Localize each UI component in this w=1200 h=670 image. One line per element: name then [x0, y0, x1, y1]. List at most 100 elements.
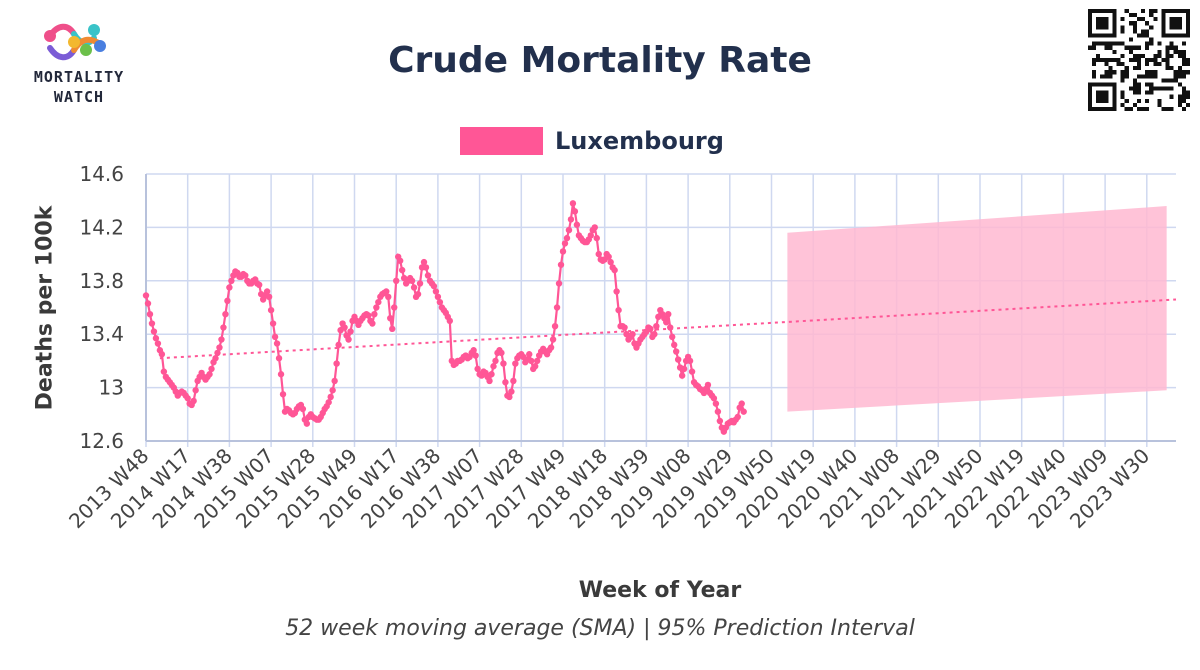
data-point [410, 284, 418, 291]
qr-cell [1088, 9, 1093, 14]
qr-cell [1185, 33, 1190, 38]
qr-cell [1132, 57, 1137, 63]
data-point [279, 391, 287, 398]
data-point [667, 324, 674, 331]
qr-cell [1112, 49, 1117, 54]
qr-cell [1128, 37, 1133, 42]
qr-cell [1145, 82, 1150, 87]
qr-cell [1132, 102, 1137, 107]
qr-cell [1096, 9, 1101, 14]
trend-line [159, 298, 1177, 360]
qr-cell [1181, 90, 1186, 95]
qr-cell [1136, 74, 1142, 79]
qr-cell [1096, 33, 1101, 38]
qr-cell [1096, 57, 1101, 63]
qr-cell [1116, 41, 1121, 46]
qr-cell [1181, 53, 1186, 58]
qr-cell [1112, 57, 1117, 63]
data-point [506, 393, 513, 401]
qr-cell [1149, 13, 1154, 18]
qr-cell [1185, 21, 1190, 26]
data-point [420, 258, 428, 266]
data-point [557, 261, 565, 268]
qr-cell [1132, 45, 1137, 50]
qr-cell [1100, 98, 1105, 103]
qr-cell [1169, 41, 1174, 46]
qr-cell [1100, 74, 1105, 79]
qr-cell [1136, 66, 1142, 71]
qr-cell [1128, 49, 1133, 54]
qr-cell [1104, 82, 1109, 87]
data-point [416, 280, 424, 287]
data-point [299, 405, 307, 413]
qr-cell [1185, 9, 1190, 14]
data-point [269, 320, 277, 327]
qr-cell [1185, 57, 1190, 63]
qr-cell [1145, 90, 1150, 95]
qr-cell [1169, 9, 1174, 14]
qr-cell [1136, 90, 1142, 95]
qr-cell [1145, 21, 1150, 26]
qr-cell [1161, 21, 1166, 26]
qr-cell [1145, 33, 1150, 38]
qr-cell [1161, 25, 1166, 30]
qr-cell [1104, 17, 1109, 22]
logo-text-line1: MORTALITY [33, 68, 125, 86]
qr-cell [1104, 45, 1109, 50]
data-point [375, 298, 382, 306]
qr-cell [1173, 33, 1178, 38]
data-point [331, 377, 338, 385]
data-point [595, 250, 602, 258]
qr-cell [1128, 45, 1133, 50]
data-point [387, 314, 394, 322]
qr-cell [1112, 13, 1117, 18]
qr-cell [1112, 98, 1117, 103]
qr-cell [1132, 86, 1137, 91]
qr-cell [1136, 106, 1142, 111]
data-point [424, 272, 432, 279]
data-point [385, 293, 392, 301]
data-point [686, 357, 694, 365]
qr-cell [1177, 53, 1182, 58]
qr-cell [1136, 33, 1142, 38]
qr-cell [1161, 9, 1166, 14]
qr-cell [1112, 29, 1117, 34]
qr-cell [1108, 41, 1113, 46]
qr-cell [1161, 106, 1166, 111]
qr-cell [1108, 106, 1113, 111]
qr-cell [1185, 102, 1190, 107]
data-point [532, 363, 539, 370]
qr-cell [1120, 70, 1125, 75]
data-point [341, 324, 348, 331]
qr-cell [1092, 9, 1097, 14]
qr-cell [1104, 25, 1109, 30]
qr-cell [1169, 45, 1174, 50]
qr-cell [1092, 57, 1097, 63]
qr-cell [1169, 53, 1174, 58]
data-point [325, 399, 332, 406]
qr-cell [1104, 70, 1109, 75]
qr-cell [1104, 98, 1109, 103]
data-point [671, 341, 678, 349]
qr-cell [1157, 98, 1162, 103]
data-point [629, 331, 636, 338]
data-point [605, 253, 612, 260]
mortality-watch-logo: MORTALITY WATCH [14, 18, 144, 108]
qr-cell [1108, 9, 1113, 14]
qr-cell [1116, 57, 1121, 63]
qr-cell [1177, 74, 1182, 79]
qr-cell [1120, 78, 1125, 83]
data-point [333, 360, 340, 367]
data-point [470, 347, 477, 354]
data-point [329, 387, 336, 394]
qr-cell [1088, 29, 1093, 34]
data-point [474, 365, 481, 373]
qr-cell [1153, 74, 1158, 79]
qr-cell [1177, 49, 1182, 54]
data-point [613, 288, 620, 295]
qr-cell [1132, 90, 1137, 95]
y-tick-label: 14.6 [79, 162, 124, 186]
qr-cell [1092, 45, 1097, 50]
qr-cell [1088, 25, 1093, 30]
qr-cell [1185, 13, 1190, 18]
